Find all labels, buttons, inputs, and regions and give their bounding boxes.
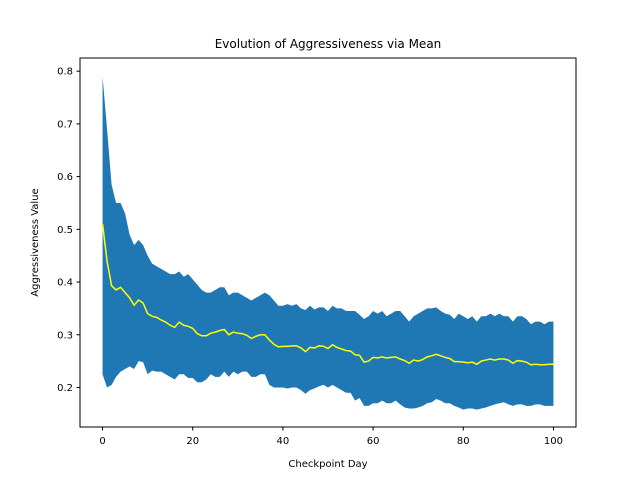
x-tick-label: 0 [99,436,105,447]
x-tick-label: 80 [457,436,470,447]
x-axis-label: Checkpoint Day [288,459,367,470]
mean-line [101,223,554,366]
chart-title: Evolution of Aggressiveness via Mean [215,37,442,51]
x-tick-label: 20 [186,436,199,447]
y-tick-label: 0.2 [57,383,73,394]
x-tick-label: 100 [544,436,563,447]
plot-frame [79,57,577,428]
y-tick-label: 0.6 [57,172,73,183]
y-tick-label: 0.5 [57,225,73,236]
confidence-band [102,76,554,410]
y-tick-label: 0.3 [57,330,73,341]
x-tick-label: 60 [367,436,380,447]
y-tick-label: 0.8 [57,67,73,78]
y-axis-label: Aggressiveness Value [30,188,41,296]
y-tick-label: 0.7 [57,119,73,130]
y-tick-label: 0.4 [57,278,73,289]
x-tick-label: 40 [277,436,290,447]
